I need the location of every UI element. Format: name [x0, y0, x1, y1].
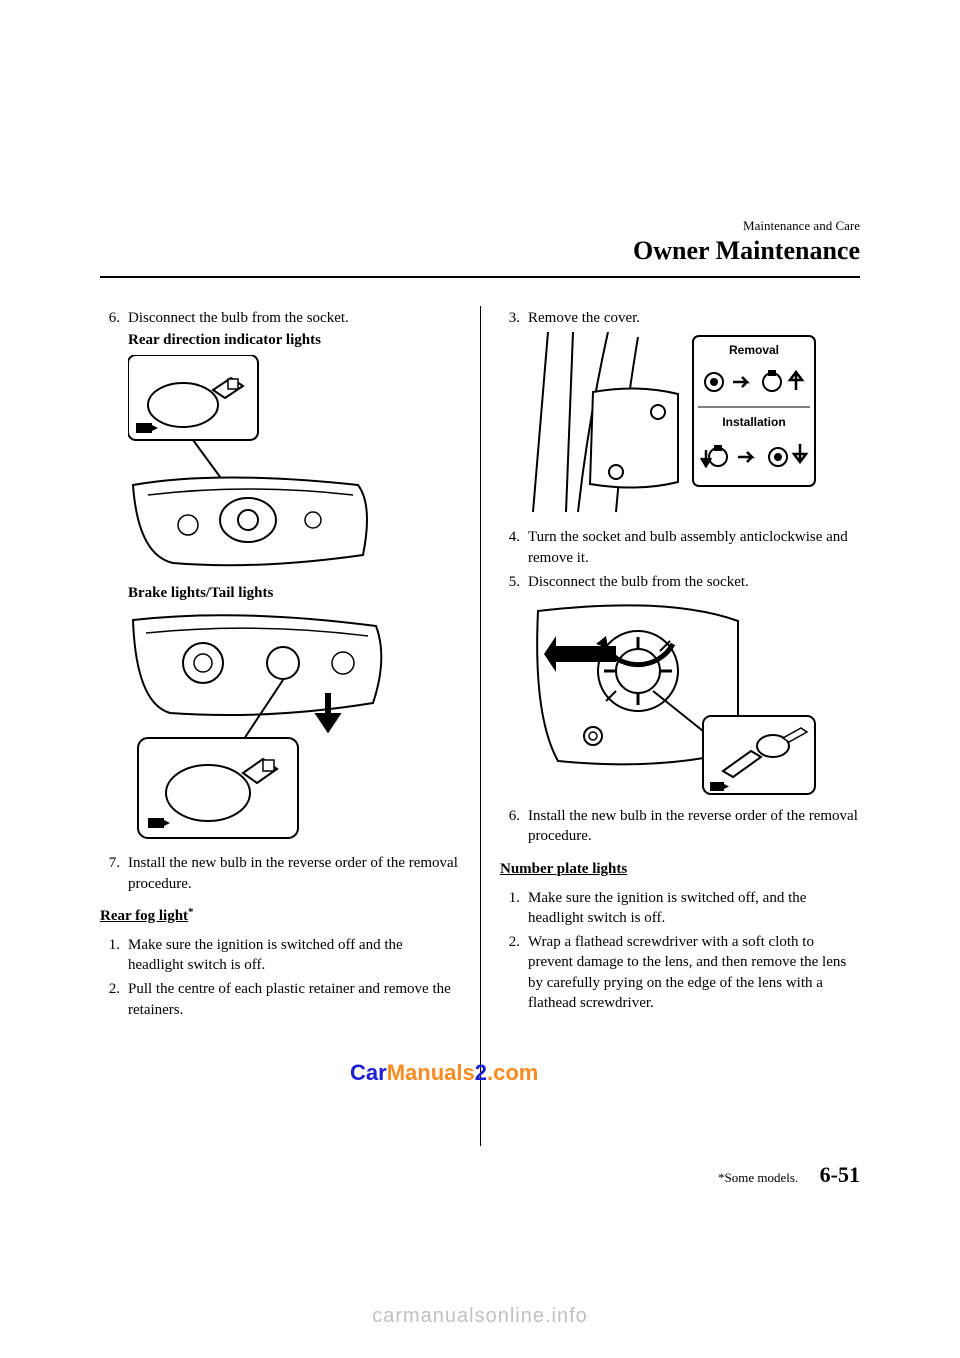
numberplate-step-1: 1. Make sure the ignition is switched of… — [500, 888, 860, 929]
step-text: Pull the centre of each plastic retainer… — [128, 979, 460, 1020]
step-num: 5. — [500, 572, 528, 592]
step-6-right: 6. Install the new bulb in the reverse o… — [500, 806, 860, 847]
caption-rear-direction: Rear direction indicator lights — [128, 332, 460, 349]
figure-socket-removal — [528, 596, 860, 796]
watermark-part3: 2 — [475, 1060, 487, 1085]
step-text: Install the new bulb in the reverse orde… — [128, 853, 460, 894]
step-text: Wrap a flathead screwdriver with a soft … — [528, 932, 860, 1013]
left-column: 6. Disconnect the bulb from the socket. … — [100, 308, 460, 1024]
numberplate-step-2: 2. Wrap a flathead screwdriver with a so… — [500, 932, 860, 1013]
rearfog-step-2: 2. Pull the centre of each plastic retai… — [100, 979, 460, 1020]
section-title-text: Rear fog light — [100, 908, 188, 924]
step-text: Remove the cover. — [528, 308, 860, 328]
step-num: 3. — [500, 308, 528, 328]
step-num: 6. — [500, 806, 528, 847]
watermark-part1: Car — [350, 1060, 387, 1085]
step-num: 2. — [500, 932, 528, 1013]
watermark-part2: Manuals — [387, 1060, 475, 1085]
watermark: CarManuals2.com — [350, 1060, 538, 1086]
page-footer: *Some models. 6-51 — [718, 1162, 860, 1188]
step-num: 4. — [500, 527, 528, 568]
step-7: 7. Install the new bulb in the reverse o… — [100, 853, 460, 894]
caption-brake-tail: Brake lights/Tail lights — [128, 585, 460, 602]
rearfog-step-1: 1. Make sure the ignition is switched of… — [100, 935, 460, 976]
step-4: 4. Turn the socket and bulb assembly ant… — [500, 527, 860, 568]
section-title: Owner Maintenance — [633, 236, 860, 266]
step-text: Install the new bulb in the reverse orde… — [528, 806, 860, 847]
label-installation: Installation — [722, 415, 785, 429]
step-num: 1. — [500, 888, 528, 929]
step-6: 6. Disconnect the bulb from the socket. — [100, 308, 460, 328]
column-divider — [480, 306, 481, 1146]
step-num: 7. — [100, 853, 128, 894]
figure-cover-removal: Removal Installation — [528, 332, 860, 517]
page-header: Maintenance and Care Owner Maintenance — [633, 218, 860, 266]
page-number: 6-51 — [820, 1162, 860, 1187]
right-column: 3. Remove the cover. Removal — [500, 308, 860, 1024]
step-3: 3. Remove the cover. — [500, 308, 860, 328]
step-text: Disconnect the bulb from the socket. — [528, 572, 860, 592]
watermark-part4: .com — [487, 1060, 538, 1085]
section-number-plate: Number plate lights — [500, 861, 860, 878]
step-num: 1. — [100, 935, 128, 976]
chapter-title: Maintenance and Care — [633, 218, 860, 234]
figure-rear-direction — [128, 355, 460, 575]
step-text: Make sure the ignition is switched off a… — [128, 935, 460, 976]
step-5: 5. Disconnect the bulb from the socket. — [500, 572, 860, 592]
step-text: Make sure the ignition is switched off, … — [528, 888, 860, 929]
step-text: Turn the socket and bulb assembly anticl… — [528, 527, 860, 568]
asterisk-icon: * — [188, 906, 194, 918]
figure-brake-tail — [128, 608, 460, 843]
section-rear-fog: Rear fog light* — [100, 908, 460, 925]
step-text: Disconnect the bulb from the socket. — [128, 308, 460, 328]
label-removal: Removal — [729, 343, 779, 357]
header-rule — [100, 276, 860, 278]
step-num: 2. — [100, 979, 128, 1020]
step-num: 6. — [100, 308, 128, 328]
bottom-watermark: carmanualsonline.info — [0, 1305, 960, 1328]
footnote-some-models: *Some models. — [718, 1170, 798, 1185]
